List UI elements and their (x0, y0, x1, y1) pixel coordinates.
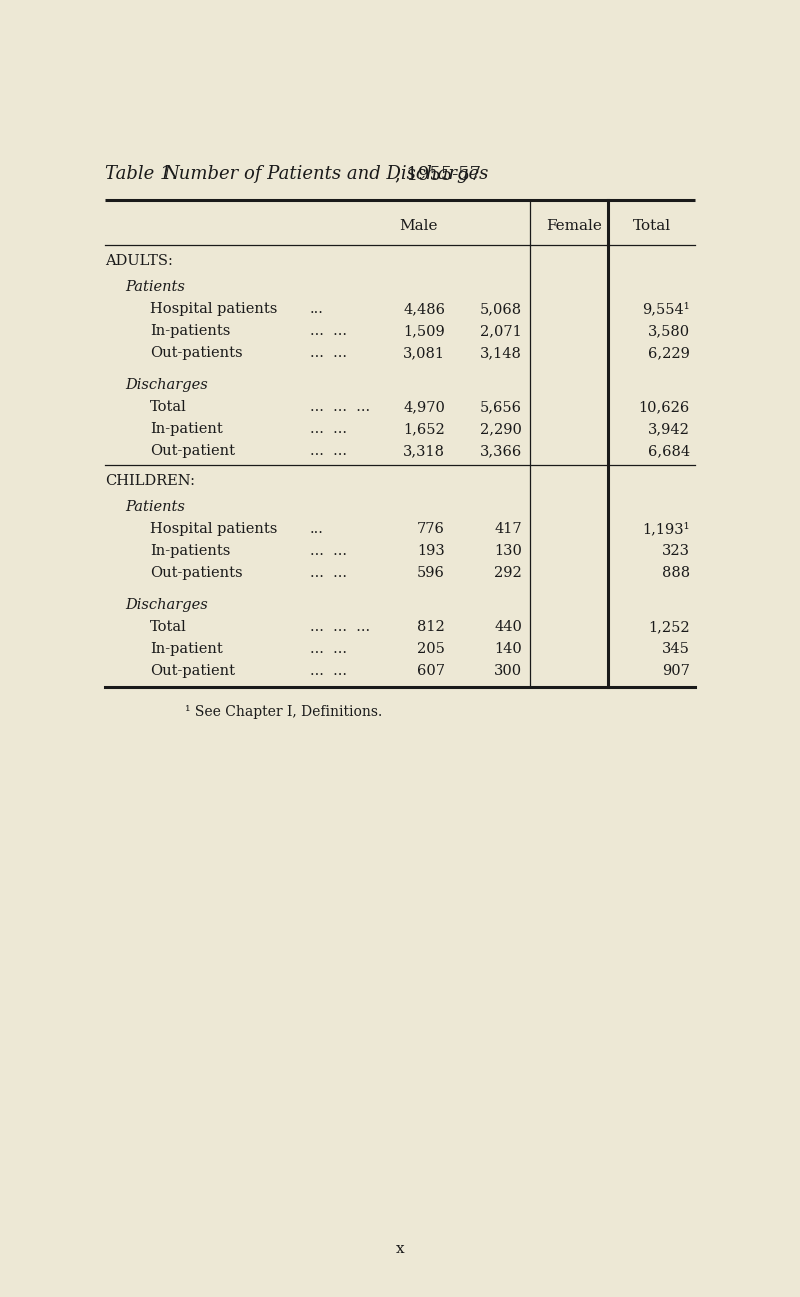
Text: 417: 417 (494, 521, 522, 536)
Text: 6,684: 6,684 (648, 444, 690, 458)
Text: 3,148: 3,148 (480, 346, 522, 361)
Text: Patients: Patients (125, 280, 185, 294)
Text: ...  ...: ... ... (310, 543, 347, 558)
Text: 205: 205 (417, 642, 445, 656)
Text: Out-patients: Out-patients (150, 346, 242, 361)
Text: Table 1.: Table 1. (105, 165, 178, 183)
Text: In-patient: In-patient (150, 642, 222, 656)
Text: , 1955-57: , 1955-57 (395, 165, 481, 183)
Text: 2,071: 2,071 (480, 324, 522, 339)
Text: 596: 596 (417, 565, 445, 580)
Text: 776: 776 (417, 521, 445, 536)
Text: Total: Total (633, 218, 670, 232)
Text: 140: 140 (494, 642, 522, 656)
Text: ...  ...: ... ... (310, 444, 347, 458)
Text: Female: Female (546, 218, 602, 232)
Text: In-patients: In-patients (150, 324, 230, 339)
Text: 4,486: 4,486 (403, 302, 445, 316)
Text: 3,366: 3,366 (480, 444, 522, 458)
Text: Discharges: Discharges (125, 377, 208, 392)
Text: 888: 888 (662, 565, 690, 580)
Text: 2,290: 2,290 (480, 422, 522, 436)
Text: 292: 292 (494, 565, 522, 580)
Text: Total: Total (150, 620, 186, 634)
Text: 1,652: 1,652 (403, 422, 445, 436)
Text: 300: 300 (494, 664, 522, 678)
Text: 345: 345 (662, 642, 690, 656)
Text: 3,942: 3,942 (648, 422, 690, 436)
Text: ...: ... (310, 302, 324, 316)
Text: In-patient: In-patient (150, 422, 222, 436)
Text: 3,318: 3,318 (403, 444, 445, 458)
Text: 5,068: 5,068 (480, 302, 522, 316)
Text: 6,229: 6,229 (648, 346, 690, 361)
Text: 607: 607 (417, 664, 445, 678)
Text: Total: Total (150, 399, 186, 414)
Text: x: x (396, 1243, 404, 1255)
Text: ...  ...: ... ... (310, 664, 347, 678)
Text: Male: Male (400, 218, 438, 232)
Text: 1,193¹: 1,193¹ (642, 521, 690, 536)
Text: Out-patients: Out-patients (150, 565, 242, 580)
Text: Hospital patients: Hospital patients (150, 521, 278, 536)
Text: ...  ...: ... ... (310, 422, 347, 436)
Text: 1,252: 1,252 (648, 620, 690, 634)
Text: CHILDREN:: CHILDREN: (105, 473, 195, 488)
Text: 1,509: 1,509 (403, 324, 445, 339)
Text: 3,081: 3,081 (403, 346, 445, 361)
Text: 812: 812 (418, 620, 445, 634)
Text: ...  ...: ... ... (310, 642, 347, 656)
Text: 4,970: 4,970 (403, 399, 445, 414)
Text: Hospital patients: Hospital patients (150, 302, 278, 316)
Text: ...  ...  ...: ... ... ... (310, 620, 370, 634)
Text: ADULTS:: ADULTS: (105, 254, 173, 268)
Text: Out-patient: Out-patient (150, 664, 235, 678)
Text: ¹ See Chapter I, Definitions.: ¹ See Chapter I, Definitions. (185, 706, 382, 719)
Text: Discharges: Discharges (125, 598, 208, 612)
Text: 193: 193 (418, 543, 445, 558)
Text: Number of Patients and Discharges: Number of Patients and Discharges (163, 165, 488, 183)
Text: 130: 130 (494, 543, 522, 558)
Text: 323: 323 (662, 543, 690, 558)
Text: ...  ...: ... ... (310, 324, 347, 339)
Text: 10,626: 10,626 (638, 399, 690, 414)
Text: In-patients: In-patients (150, 543, 230, 558)
Text: ...  ...: ... ... (310, 346, 347, 361)
Text: ...  ...  ...: ... ... ... (310, 399, 370, 414)
Text: Patients: Patients (125, 501, 185, 514)
Text: ...: ... (310, 521, 324, 536)
Text: 9,554¹: 9,554¹ (642, 302, 690, 316)
Text: 5,656: 5,656 (480, 399, 522, 414)
Text: 440: 440 (494, 620, 522, 634)
Text: Out-patient: Out-patient (150, 444, 235, 458)
Text: 3,580: 3,580 (648, 324, 690, 339)
Text: ...  ...: ... ... (310, 565, 347, 580)
Text: 907: 907 (662, 664, 690, 678)
